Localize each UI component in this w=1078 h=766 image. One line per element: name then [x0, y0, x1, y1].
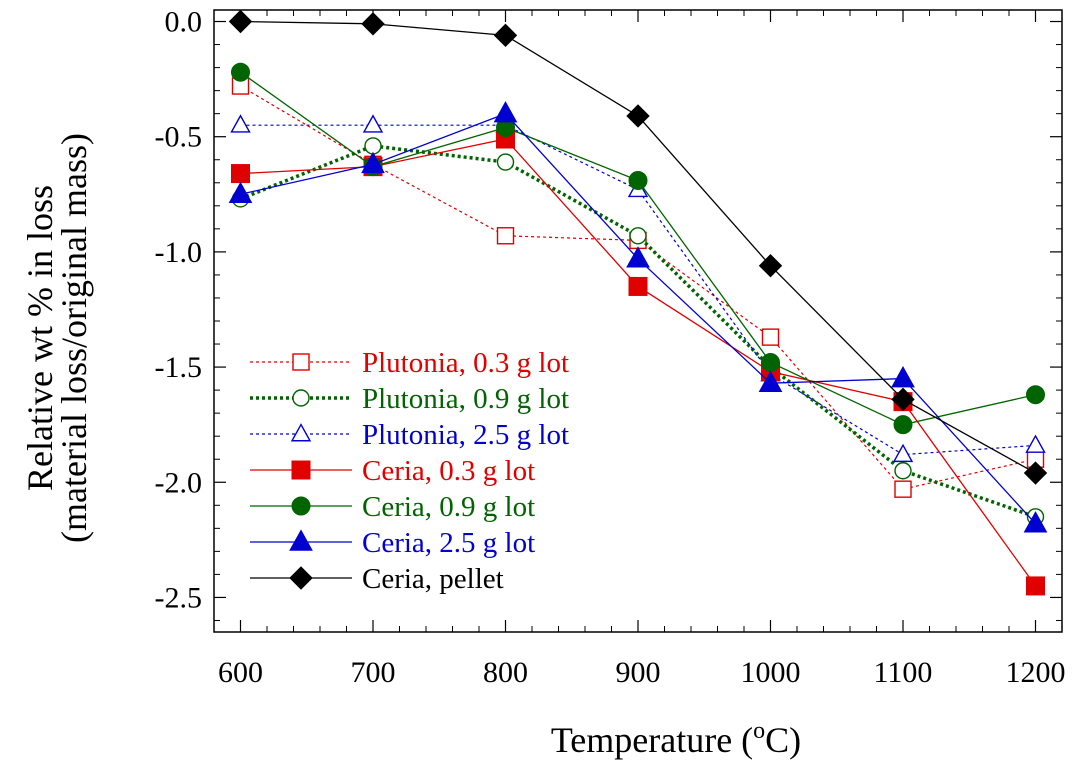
x-tick-label: 1000	[741, 656, 801, 689]
y-axis-title-line2: (material loss/original mass)	[54, 133, 94, 543]
tick-labels: 600 700 800 900 1000 1100 1200 0.0 -0.5 -1.0 -1.5 -…	[155, 6, 1066, 689]
series-layer	[228, 9, 1048, 596]
data-point	[361, 151, 385, 174]
data-point	[228, 9, 253, 34]
x-axis-title-end: C)	[765, 720, 801, 760]
legend-item-5: Ceria, 2.5 g lot	[246, 525, 626, 559]
data-point	[628, 170, 648, 190]
x-tick-label: 1100	[874, 656, 933, 689]
data-point	[891, 387, 915, 412]
y-axis-title-line1: Relative wt % in loss	[20, 185, 60, 491]
y-tick-label: -0.5	[155, 121, 203, 154]
data-point	[361, 12, 385, 36]
legend-item-4: Ceria, 0.9 g lot	[246, 489, 626, 523]
y-tick-label: -1.5	[155, 351, 203, 384]
legend-marker	[291, 460, 311, 480]
data-point	[1025, 434, 1046, 453]
legend-label: Ceria, 0.3 g lot	[362, 455, 535, 487]
legend-item-3: Ceria, 0.3 g lot	[246, 453, 626, 487]
data-point	[231, 62, 250, 82]
x-tick-label: 1200	[1006, 656, 1066, 689]
legend-marker	[290, 423, 312, 442]
legend-label: Plutonia, 0.3 g lot	[362, 347, 569, 379]
legend-item-bg	[246, 417, 626, 451]
data-point	[362, 114, 384, 133]
data-point	[758, 254, 783, 278]
data-point	[1023, 461, 1048, 485]
y-tick-label: 0.0	[165, 6, 203, 39]
data-point	[893, 415, 913, 435]
legend-item-2: Plutonia, 2.5 g lot	[246, 417, 626, 451]
legend-label: Plutonia, 2.5 g lot	[362, 419, 569, 451]
legend-marker	[291, 496, 311, 516]
data-point	[496, 227, 515, 245]
data-point	[230, 114, 251, 133]
legend-marker	[289, 566, 313, 590]
data-point	[891, 366, 915, 388]
legend-marker	[292, 353, 310, 371]
legend-item-1: Plutonia, 0.9 g lot	[246, 381, 626, 415]
x-tick-label: 800	[483, 656, 528, 689]
data-point	[894, 462, 912, 480]
legend-label: Ceria, 2.5 g lot	[362, 527, 535, 559]
data-point	[1023, 511, 1048, 533]
series-5	[228, 101, 1048, 533]
series-6	[228, 9, 1048, 485]
x-tick-label: 900	[616, 656, 661, 689]
y-tick-label: -2.0	[155, 466, 203, 499]
data-point	[364, 137, 382, 155]
data-point	[1026, 385, 1045, 405]
data-point	[892, 443, 914, 463]
data-point	[894, 480, 912, 498]
legend-label: Plutonia, 0.9 g lot	[362, 383, 569, 415]
legend-label: Ceria, pellet	[362, 563, 504, 595]
data-point	[493, 101, 518, 123]
legend-marker	[292, 389, 310, 407]
x-tick-label: 600	[218, 656, 263, 689]
data-point	[758, 370, 783, 392]
data-point	[493, 23, 518, 48]
data-point	[761, 328, 780, 346]
legend-label: Ceria, 0.9 g lot	[362, 491, 535, 523]
data-point	[231, 164, 250, 184]
data-point	[496, 153, 515, 171]
legend: Plutonia, 0.3 g lot Plutonia, 0.9 g lot Pl…	[246, 345, 626, 595]
y-tick-label: -2.5	[155, 581, 203, 614]
data-point	[629, 227, 647, 245]
data-point	[228, 181, 253, 204]
data-point	[626, 104, 650, 128]
data-point	[761, 352, 780, 372]
x-axis-title-main: Temperature (	[551, 720, 753, 760]
x-tick-label: 700	[351, 656, 396, 689]
legend-item-6: Ceria, pellet	[246, 561, 626, 595]
x-axis-title: Temperature (oC)	[551, 718, 801, 760]
legend-item-0: Plutonia, 0.3 g lot	[246, 345, 626, 379]
y-axis-title: Relative wt % in loss (material loss/ori…	[20, 133, 94, 543]
legend-marker	[289, 529, 313, 551]
x-axis-title-sup: o	[753, 718, 765, 744]
data-point	[1026, 576, 1045, 596]
data-point	[628, 276, 648, 296]
y-tick-label: -1.0	[155, 236, 203, 269]
data-point	[626, 246, 650, 268]
